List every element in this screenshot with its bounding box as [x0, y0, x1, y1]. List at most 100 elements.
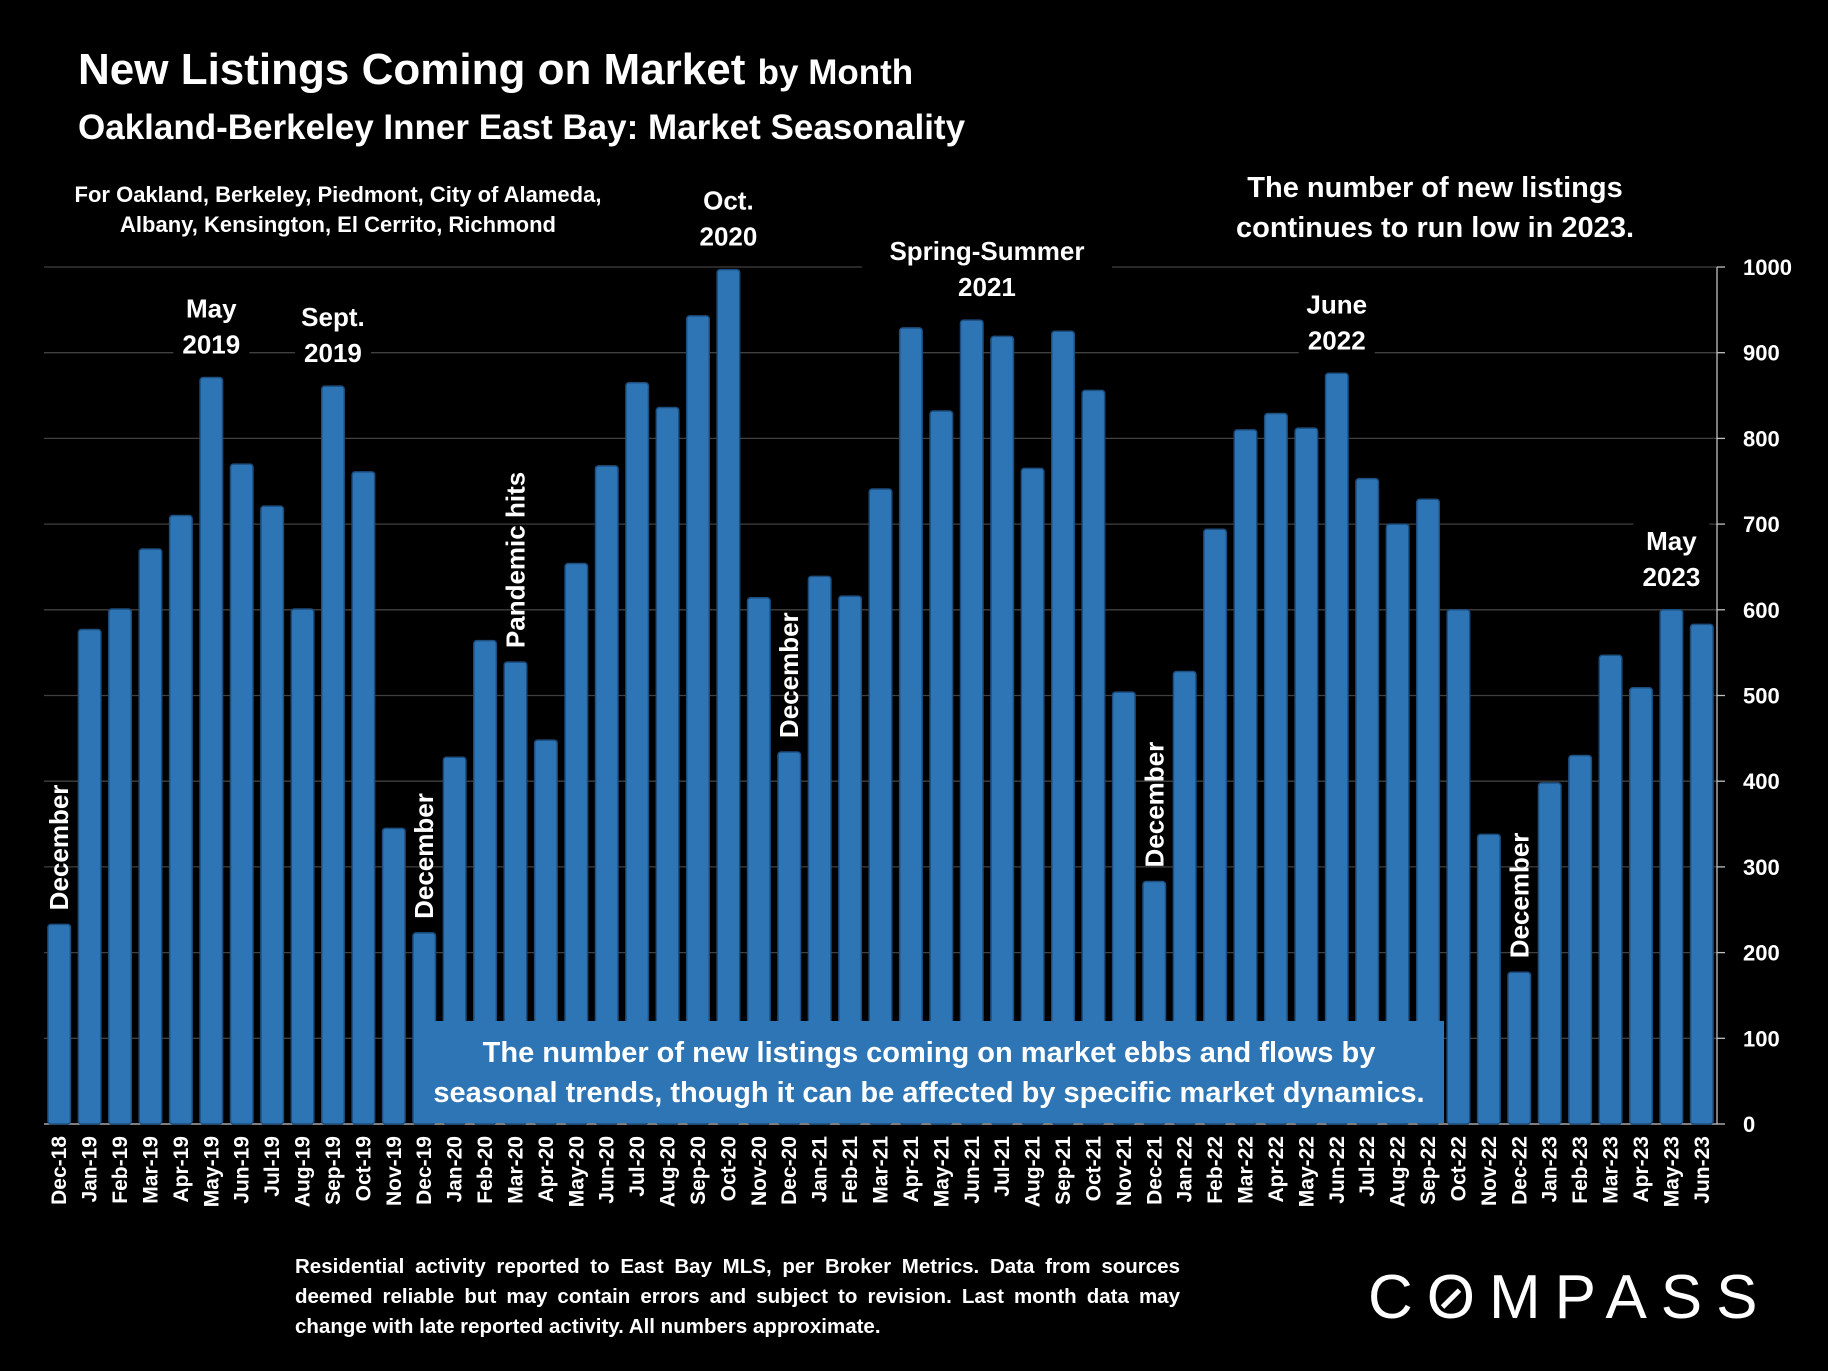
bar: [320, 385, 345, 1125]
x-tick-label: Oct-21: [1082, 1136, 1105, 1202]
bar: [168, 514, 193, 1125]
bar: [625, 381, 650, 1125]
x-tick-label: Jun-21: [961, 1136, 984, 1204]
x-tick-label: Dec-22: [1508, 1136, 1531, 1205]
bar: [594, 465, 619, 1125]
x-tick-label: Apr-22: [1265, 1136, 1288, 1203]
x-tick-label: Nov-20: [748, 1136, 771, 1206]
bar: [108, 608, 133, 1125]
chart-subtitle: Oakland-Berkeley Inner East Bay: Market …: [78, 108, 966, 147]
x-tick-label: Sep-22: [1417, 1136, 1440, 1205]
bar: [1111, 691, 1136, 1125]
x-tick-label: Aug-22: [1387, 1136, 1410, 1207]
x-tick-label: Jan-22: [1174, 1136, 1197, 1203]
annotation-label: Spring-Summer 2021: [889, 236, 1084, 302]
y-tick-label: 100: [1743, 1026, 1780, 1051]
annotation-label: May 2023: [1642, 526, 1700, 592]
y-tick-label: 700: [1743, 512, 1780, 537]
bar: [290, 608, 315, 1125]
x-tick-label: Oct-20: [717, 1136, 740, 1201]
y-tick-label: 500: [1743, 684, 1780, 709]
annotation-label: Sept. 2019: [301, 302, 365, 368]
x-tick-label: Feb-19: [109, 1136, 132, 1204]
disclaimer-text: Residential activity reported to East Ba…: [295, 1255, 1180, 1338]
bar: [47, 923, 72, 1125]
x-tick-label: Dec-19: [413, 1136, 436, 1205]
bar: [868, 488, 893, 1125]
y-tick-label: 200: [1743, 941, 1780, 966]
bar: [716, 268, 741, 1125]
bar: [1020, 467, 1045, 1125]
x-tick-label: Jul-19: [261, 1136, 284, 1197]
bar: [564, 562, 589, 1125]
bar: [1537, 782, 1562, 1125]
x-tick-label: Oct-19: [352, 1136, 375, 1201]
annotation-label: December: [409, 793, 439, 919]
y-tick-label: 400: [1743, 769, 1780, 794]
bar: [898, 327, 923, 1125]
x-tick-label: Aug-20: [657, 1136, 680, 1207]
x-tick-label: Jun-20: [596, 1136, 619, 1204]
x-tick-label: Jun-22: [1326, 1136, 1349, 1204]
x-tick-label: Jul-21: [991, 1136, 1014, 1197]
info-box-text: The number of new listings coming on mar…: [433, 1037, 1424, 1109]
x-tick-label: Mar-23: [1600, 1136, 1623, 1204]
y-tick-label: 300: [1743, 855, 1780, 880]
bar: [138, 548, 163, 1125]
chart-title-suffix: by Month: [757, 53, 914, 92]
bar: [1385, 523, 1410, 1125]
bar: [1598, 654, 1623, 1125]
x-tick-label: Feb-22: [1204, 1136, 1227, 1204]
bar: [1081, 389, 1106, 1125]
x-tick-label: May-19: [200, 1136, 223, 1207]
annotation-bg: [1633, 517, 1710, 594]
bar: [746, 597, 771, 1125]
x-tick-label: Mar-21: [870, 1136, 893, 1204]
x-tick-label: Feb-20: [474, 1136, 497, 1204]
x-tick-label: Mar-20: [504, 1136, 527, 1204]
bar: [1294, 427, 1319, 1125]
bar: [838, 595, 863, 1125]
bar: [807, 575, 832, 1125]
bar: [1476, 833, 1501, 1125]
x-tick-label: Aug-21: [1022, 1136, 1045, 1207]
x-tick-label: Jul-20: [626, 1136, 649, 1197]
x-tick-label: Mar-22: [1235, 1136, 1258, 1204]
x-tick-label: Dec-18: [48, 1136, 71, 1205]
bar: [685, 315, 710, 1125]
bar: [1507, 971, 1532, 1125]
x-tick-label: Jun-19: [231, 1136, 254, 1204]
x-tick-label: May-21: [930, 1136, 953, 1208]
bar: [1324, 372, 1349, 1125]
x-tick-label: Aug-19: [292, 1136, 315, 1207]
y-tick-label: 0: [1743, 1112, 1755, 1137]
bar: [990, 335, 1015, 1125]
x-tick-label: Apr-20: [535, 1136, 558, 1203]
chart-title: New Listings Coming on Market by Month: [78, 48, 913, 92]
x-tick-label: Sep-21: [1052, 1136, 1075, 1205]
x-tick-label: Nov-21: [1113, 1136, 1136, 1206]
x-tick-label: Apr-19: [170, 1136, 193, 1203]
bar: [1568, 754, 1593, 1125]
bar: [655, 406, 680, 1125]
bar: [1233, 429, 1258, 1125]
compass-logo-text: COMPASS: [1368, 1263, 1772, 1332]
x-tick-label: Jan-20: [444, 1136, 467, 1203]
x-tick-label: Dec-20: [778, 1136, 801, 1205]
chart-title-main: New Listings Coming on Market: [78, 45, 746, 94]
bar: [929, 410, 954, 1125]
bar: [1659, 609, 1684, 1125]
bar: [1263, 412, 1288, 1125]
x-tick-label: Sep-20: [687, 1136, 710, 1205]
x-tick-label: Jan-19: [79, 1136, 102, 1203]
x-tick-label: Jul-22: [1356, 1136, 1379, 1197]
x-tick-label: Jan-21: [809, 1136, 832, 1203]
annotation-label: June 2022: [1306, 289, 1367, 355]
bar: [77, 628, 102, 1125]
bar: [381, 827, 406, 1125]
annotation-bg: [173, 285, 250, 362]
bar: [1355, 477, 1380, 1125]
bar: [351, 471, 376, 1125]
top-note: The number of new listings continues to …: [1236, 172, 1634, 244]
annotation-label: May 2019: [182, 294, 240, 360]
